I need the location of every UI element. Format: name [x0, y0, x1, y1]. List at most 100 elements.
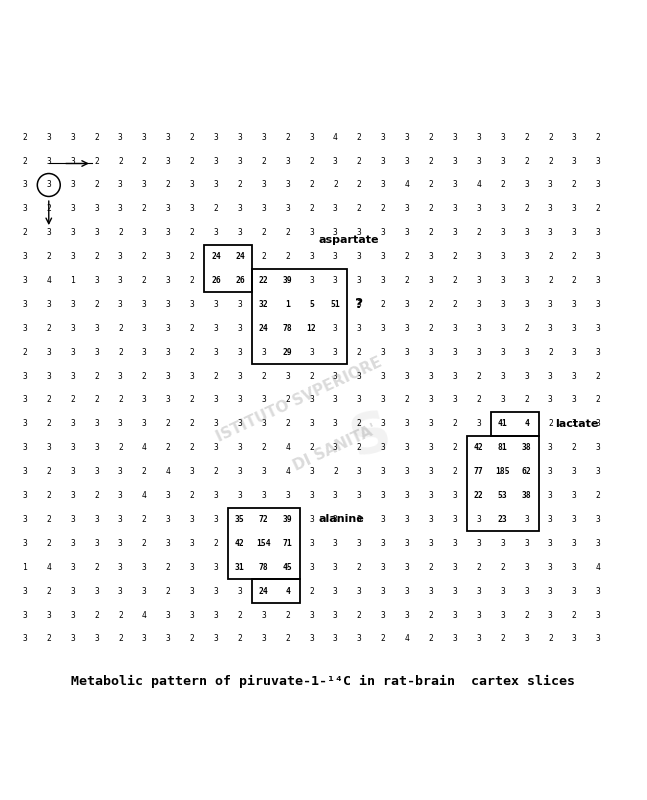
Text: 2: 2: [476, 562, 481, 572]
Text: 3: 3: [596, 228, 600, 238]
Text: 3: 3: [261, 348, 266, 357]
Text: 31: 31: [235, 562, 245, 572]
Text: 3: 3: [548, 228, 553, 238]
Text: 2: 2: [190, 419, 195, 428]
Text: 3: 3: [524, 252, 529, 261]
Text: 24: 24: [259, 586, 269, 596]
Text: 2: 2: [190, 443, 195, 452]
Text: DI SANITA': DI SANITA': [291, 422, 380, 474]
Text: 3: 3: [404, 491, 410, 500]
Text: 3: 3: [500, 372, 505, 381]
Text: 39: 39: [283, 515, 292, 524]
Text: 3: 3: [237, 395, 243, 405]
Text: 3: 3: [357, 395, 362, 405]
Text: 2: 2: [285, 252, 290, 261]
Text: 78: 78: [259, 562, 269, 572]
Text: 2: 2: [333, 467, 338, 476]
Text: 45: 45: [283, 562, 292, 572]
Text: 2: 2: [285, 610, 290, 619]
Text: 2: 2: [572, 181, 576, 190]
Text: 3: 3: [548, 395, 553, 405]
Text: 2: 2: [500, 181, 505, 190]
Text: 4: 4: [47, 562, 51, 572]
Text: 81: 81: [498, 443, 507, 452]
Text: 2: 2: [47, 395, 51, 405]
Text: 3: 3: [71, 228, 75, 238]
Text: ?: ?: [355, 298, 364, 311]
Text: 2: 2: [118, 610, 123, 619]
Text: 2: 2: [190, 157, 195, 166]
Text: 3: 3: [452, 181, 457, 190]
Text: 2: 2: [47, 586, 51, 596]
Text: 3: 3: [548, 539, 553, 548]
Text: 2: 2: [23, 228, 27, 238]
Text: 62: 62: [521, 467, 531, 476]
Text: 3: 3: [500, 348, 505, 357]
Text: 3: 3: [237, 419, 243, 428]
Text: 24: 24: [235, 252, 245, 261]
Text: 2: 2: [548, 252, 553, 261]
Text: 3: 3: [500, 610, 505, 619]
Text: 29: 29: [283, 348, 292, 357]
Text: 2: 2: [214, 372, 219, 381]
Text: 3: 3: [190, 181, 195, 190]
Text: 3: 3: [214, 348, 219, 357]
Text: 3: 3: [500, 395, 505, 405]
Text: 3: 3: [428, 348, 433, 357]
Text: 3: 3: [214, 228, 219, 238]
Text: 3: 3: [261, 419, 266, 428]
Text: 3: 3: [285, 491, 290, 500]
Text: 3: 3: [333, 228, 338, 238]
Text: 3: 3: [572, 586, 576, 596]
Text: 3: 3: [285, 372, 290, 381]
Text: 3: 3: [381, 157, 386, 166]
Text: 2: 2: [524, 204, 529, 214]
Text: 3: 3: [94, 348, 99, 357]
Text: 3: 3: [381, 515, 386, 524]
Text: 2: 2: [428, 610, 433, 619]
Text: 2: 2: [500, 562, 505, 572]
Text: 2: 2: [572, 252, 576, 261]
Text: 3: 3: [500, 228, 505, 238]
Text: 32: 32: [259, 300, 269, 309]
Text: 3: 3: [214, 419, 219, 428]
Text: 2: 2: [357, 443, 362, 452]
Text: 23: 23: [498, 515, 507, 524]
Text: 3: 3: [381, 133, 386, 142]
Text: 2: 2: [94, 133, 99, 142]
Text: 3: 3: [118, 515, 123, 524]
Text: 29: 29: [283, 348, 292, 357]
Text: 3: 3: [404, 443, 410, 452]
Text: 3: 3: [476, 586, 481, 596]
Text: 3: 3: [524, 634, 529, 643]
Text: 2: 2: [261, 443, 266, 452]
Text: 2: 2: [190, 491, 195, 500]
Text: 3: 3: [596, 157, 600, 166]
Text: 2: 2: [142, 539, 147, 548]
Text: 4: 4: [524, 419, 529, 428]
Text: 3: 3: [23, 300, 27, 309]
Text: 3: 3: [357, 300, 362, 309]
Text: 3: 3: [309, 252, 314, 261]
Text: 3: 3: [47, 133, 51, 142]
Text: 2: 2: [118, 443, 123, 452]
Text: 2: 2: [166, 562, 171, 572]
Text: 2: 2: [190, 324, 195, 333]
Text: 2: 2: [381, 634, 386, 643]
Text: 3: 3: [596, 586, 600, 596]
Text: 2: 2: [47, 515, 51, 524]
Text: 3: 3: [142, 181, 147, 190]
Text: 3: 3: [333, 634, 338, 643]
Text: 3: 3: [596, 300, 600, 309]
Text: 3: 3: [428, 395, 433, 405]
Text: 2: 2: [428, 300, 433, 309]
Text: 3: 3: [381, 228, 386, 238]
Text: 3: 3: [524, 515, 529, 524]
Text: 71: 71: [283, 539, 292, 548]
Text: 3: 3: [381, 586, 386, 596]
Text: 4: 4: [596, 562, 600, 572]
Text: 38: 38: [521, 491, 531, 500]
Text: 4: 4: [285, 443, 290, 452]
Text: 3: 3: [47, 348, 51, 357]
Text: 2: 2: [118, 324, 123, 333]
